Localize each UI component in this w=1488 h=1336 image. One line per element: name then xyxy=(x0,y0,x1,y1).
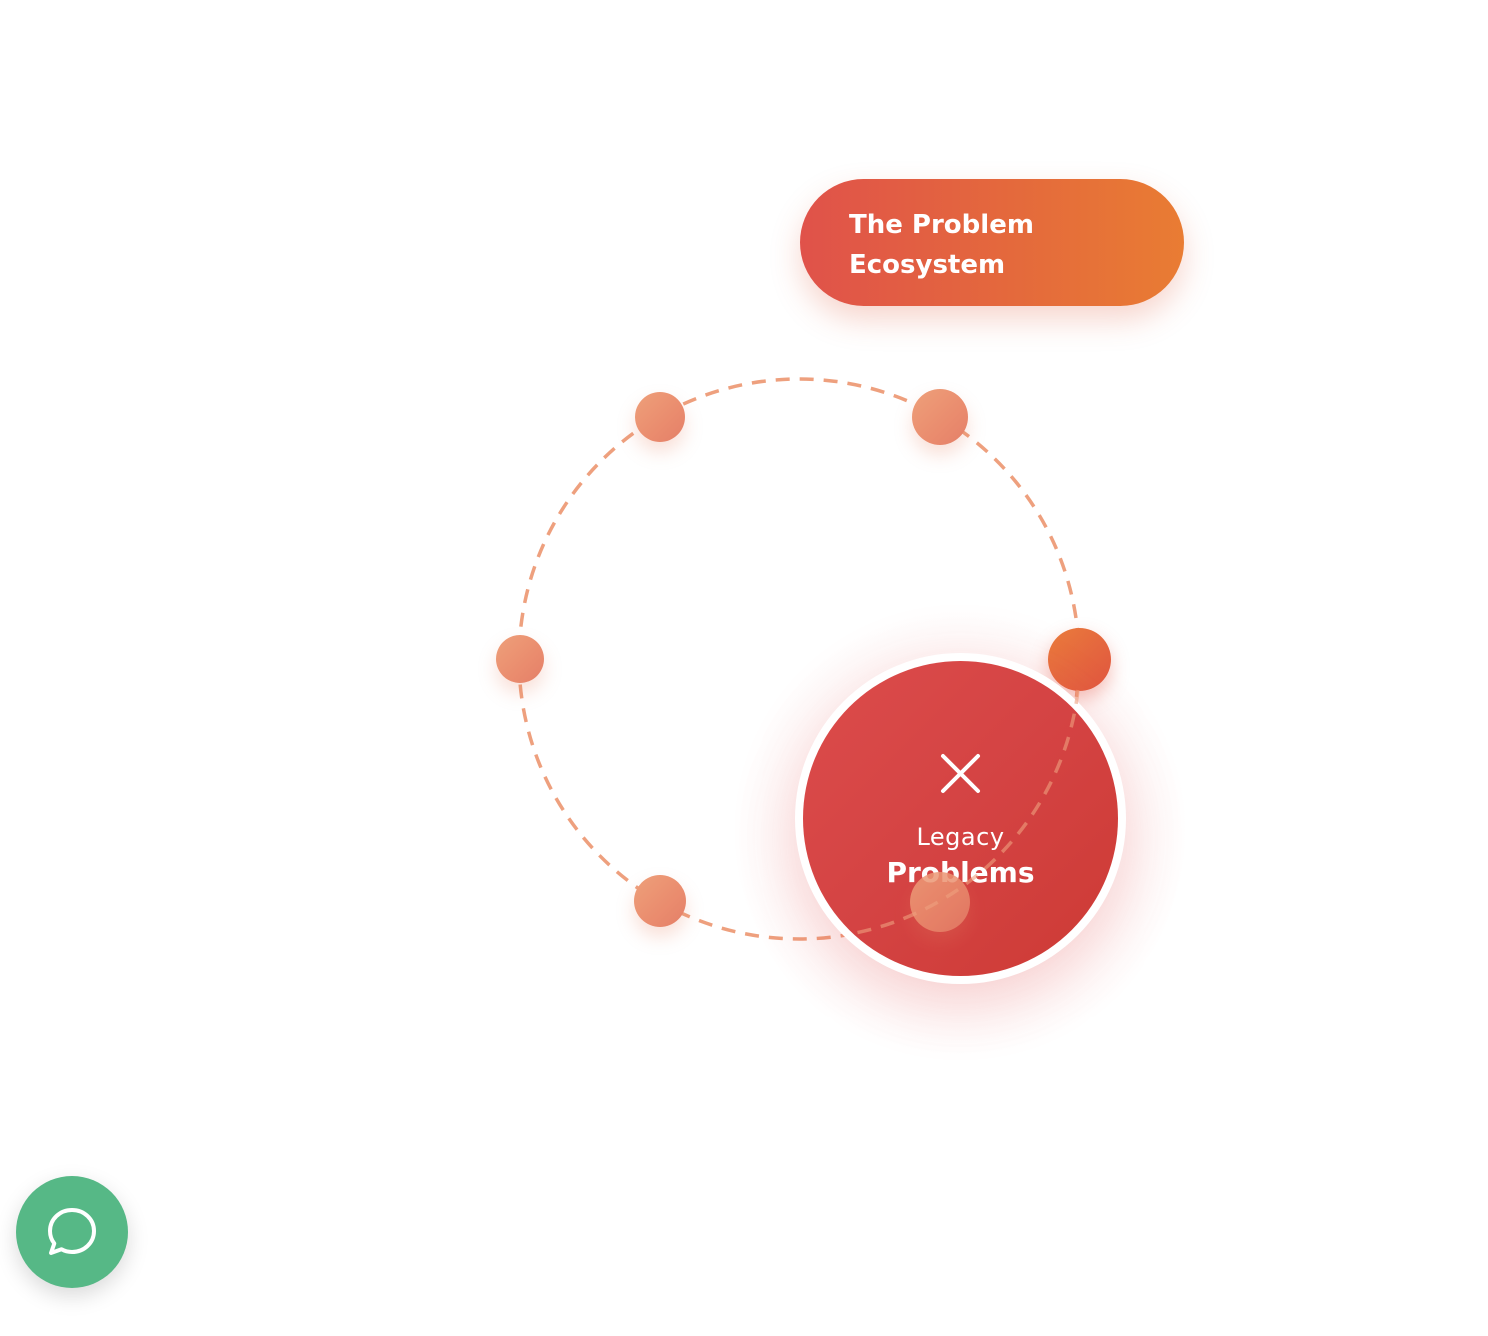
ecosystem-title-badge: The Problem Ecosystem xyxy=(800,179,1184,306)
close-icon xyxy=(941,754,980,793)
legacy-problems-hub[interactable]: Legacy Problems xyxy=(795,653,1126,984)
orbit-node-bottom-left[interactable] xyxy=(634,875,686,927)
orbit-node-right-active[interactable] xyxy=(1048,628,1111,691)
chat-bubble-icon xyxy=(48,1208,96,1255)
hub-core: Legacy Problems xyxy=(803,661,1118,976)
title-line-2: Ecosystem xyxy=(849,250,1006,280)
hub-label-small: Legacy xyxy=(916,823,1005,851)
chat-button[interactable] xyxy=(16,1176,128,1288)
title-line-1: The Problem xyxy=(849,210,1034,240)
orbit-node-top-right[interactable] xyxy=(912,389,968,445)
orbit-node-top-left[interactable] xyxy=(635,392,685,442)
orbit-node-bottom-right[interactable] xyxy=(910,872,970,932)
orbit-node-left[interactable] xyxy=(496,635,544,683)
